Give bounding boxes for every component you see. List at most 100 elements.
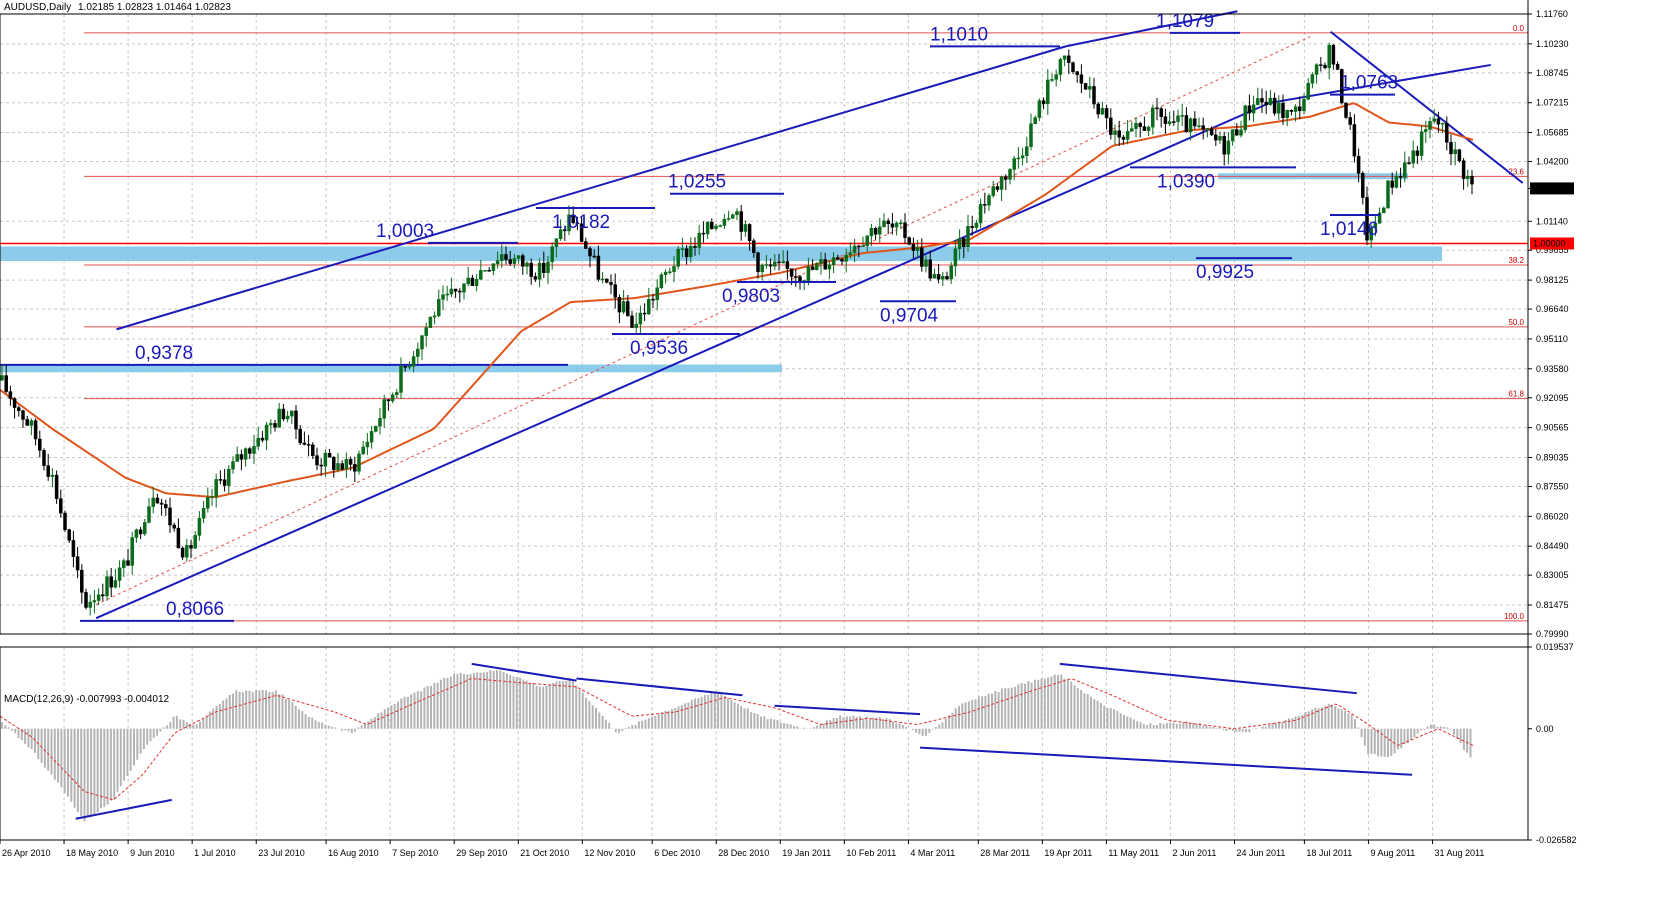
candle-body: [756, 252, 760, 273]
candle-body: [794, 276, 798, 278]
candle-body: [29, 420, 34, 426]
candle-body: [189, 545, 193, 549]
candle-body: [441, 294, 445, 300]
candle-body: [1214, 134, 1218, 141]
candle-body: [785, 261, 790, 269]
price-tick-label: 1.01140: [1536, 216, 1568, 226]
candle-body: [332, 456, 336, 471]
candle-body: [113, 580, 118, 588]
candle-body: [369, 431, 374, 443]
candle-body: [151, 497, 155, 507]
candle-body: [764, 264, 769, 266]
annotation-label: 1,1079: [1156, 11, 1214, 32]
candle-body: [693, 245, 697, 248]
trendline: [1329, 30, 1524, 184]
candle-body: [1092, 86, 1096, 105]
candle-body: [831, 257, 836, 265]
date-tick-label: 7 Sep 2010: [392, 848, 438, 858]
date-tick-label: 9 Aug 2011: [1370, 848, 1415, 858]
candle-body: [453, 288, 458, 292]
candle-body: [407, 366, 412, 368]
candle-body: [1314, 64, 1319, 75]
candle-body: [155, 497, 160, 504]
candle-body: [88, 601, 92, 608]
candle-body: [508, 259, 512, 264]
candle-body: [739, 211, 743, 232]
candle-body: [1117, 130, 1121, 138]
candle-body: [54, 474, 59, 499]
candle-body: [605, 278, 609, 283]
date-tick-label: 31 Aug 2011: [1435, 848, 1485, 858]
candle-body: [962, 238, 966, 247]
candle-body: [1176, 115, 1180, 122]
candle-body: [159, 502, 164, 505]
candle-body: [777, 261, 781, 264]
candle-body: [101, 594, 105, 597]
candle-body: [197, 518, 202, 536]
symbol-label: AUDUSD,Daily: [4, 2, 71, 13]
candle-body: [109, 576, 113, 588]
candle-body: [512, 258, 517, 264]
candle-body: [1470, 175, 1474, 185]
marked-price-box: [1530, 237, 1574, 250]
candle-body: [1277, 102, 1281, 114]
candle-body: [294, 410, 298, 430]
candle-body: [773, 261, 777, 267]
candle-body: [1302, 98, 1306, 112]
macd-tick-label: 0.00: [1536, 724, 1554, 734]
candle-body: [1109, 117, 1113, 135]
candle-body: [1457, 149, 1462, 161]
candle-body: [0, 375, 4, 381]
candle-body: [689, 245, 693, 258]
candle-body: [1453, 149, 1457, 155]
candle-body: [46, 465, 50, 477]
candle-body: [374, 425, 378, 432]
candle-body: [924, 259, 928, 267]
candle-body: [243, 448, 248, 460]
candle-body: [17, 407, 21, 412]
candle-body: [840, 258, 844, 262]
marked-price-label: 1.00000: [1533, 238, 1566, 248]
candle-body: [1344, 102, 1348, 118]
candle-body: [815, 263, 819, 270]
candle-body: [319, 464, 323, 467]
candle-body: [533, 276, 538, 280]
candle-body: [529, 262, 533, 277]
candle-body: [500, 254, 504, 261]
price-tick-label: 0.79990: [1536, 629, 1569, 639]
fib-level-label: 38.2: [1508, 256, 1524, 265]
candle-body: [437, 299, 441, 317]
price-tick-label: 0.99655: [1536, 245, 1569, 255]
annotation-label: 0,9536: [630, 338, 688, 359]
grid-lines: [0, 13, 1528, 840]
candle-body: [752, 240, 756, 253]
annotation-label: 1,0763: [1340, 73, 1398, 94]
candle-body: [59, 498, 63, 514]
candle-body: [164, 504, 168, 509]
candle-body: [999, 176, 1004, 190]
candle-body: [1377, 212, 1382, 224]
candle-body: [336, 463, 340, 471]
candle-body: [647, 298, 651, 315]
candle-body: [1235, 129, 1239, 136]
candle-body: [96, 594, 101, 601]
date-tick-label: 11 May 2011: [1108, 848, 1159, 858]
candle-body: [936, 274, 941, 280]
candle-body: [1327, 44, 1331, 69]
date-tick-label: 16 Aug 2010: [328, 848, 379, 858]
trendline: [1065, 10, 1238, 48]
candle-body: [256, 437, 260, 447]
candle-body: [672, 266, 676, 272]
candle-body: [38, 438, 42, 451]
candle-body: [42, 450, 46, 466]
candle-body: [479, 270, 483, 280]
price-tick-label: 0.98125: [1536, 275, 1569, 285]
candle-body: [1193, 118, 1197, 127]
candle-body: [1088, 86, 1092, 90]
candle-body: [1008, 169, 1012, 180]
candle-body: [1205, 128, 1210, 130]
candle-body: [285, 415, 290, 420]
date-tick-label: 29 Sep 2010: [456, 848, 507, 858]
candle-body: [1319, 64, 1323, 66]
